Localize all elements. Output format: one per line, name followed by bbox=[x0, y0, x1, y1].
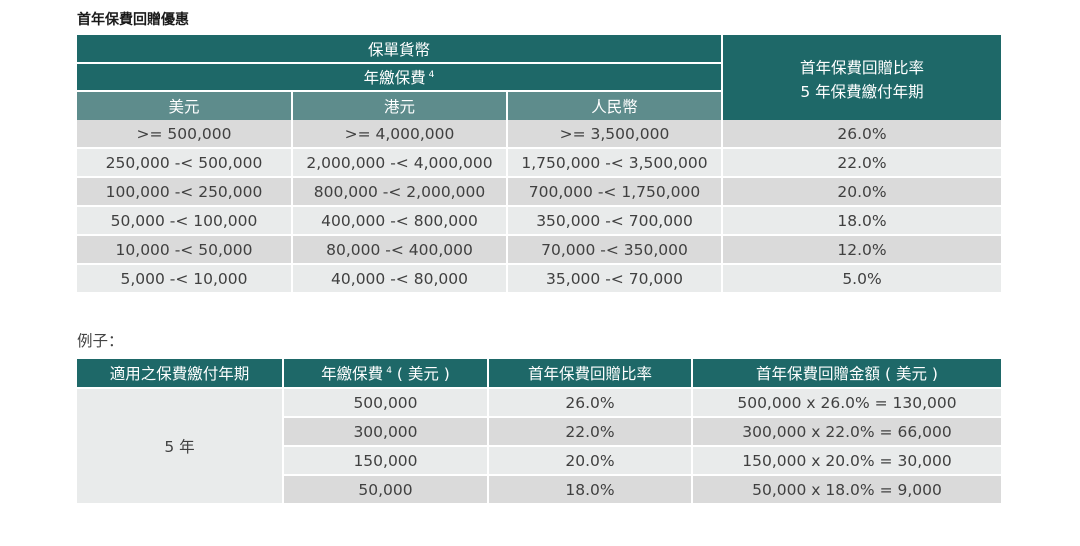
usd-range: >= 500,000 bbox=[77, 120, 293, 149]
rmb-range: 350,000 -< 700,000 bbox=[507, 206, 724, 236]
usd-range: 50,000 -< 100,000 bbox=[77, 206, 293, 236]
rebate-amount: 300,000 x 22.0% = 66,000 bbox=[692, 417, 1001, 447]
rebate-amount: 50,000 x 18.0% = 9,000 bbox=[692, 475, 1001, 505]
rebate-rate-header-line2: 5 年保費繳付年期 bbox=[800, 82, 924, 101]
rmb-range: 70,000 -< 350,000 bbox=[507, 235, 724, 265]
hkd-range: 80,000 -< 400,000 bbox=[292, 235, 508, 265]
rebate-rate: 26.0% bbox=[722, 120, 1002, 149]
usd-range: 5,000 -< 10,000 bbox=[77, 264, 293, 294]
rebate-rate: 20.0% bbox=[722, 177, 1002, 207]
annual-premium: 50,000 bbox=[283, 475, 489, 505]
table-row: 150,000 20.0% 150,000 x 20.0% = 30,000 bbox=[77, 446, 1001, 476]
hkd-range: >= 4,000,000 bbox=[292, 120, 508, 149]
table-row: 250,000 -< 500,000 2,000,000 -< 4,000,00… bbox=[77, 148, 1002, 178]
annual-premium: 300,000 bbox=[283, 417, 489, 447]
rebate-rate: 22.0% bbox=[722, 148, 1002, 178]
example-label: 例子： bbox=[77, 332, 124, 350]
hkd-range: 2,000,000 -< 4,000,000 bbox=[292, 148, 508, 178]
usd-range: 100,000 -< 250,000 bbox=[77, 177, 293, 207]
rebate-amount-header: 首年保費回贈金額 ( 美元 ) bbox=[692, 359, 1001, 389]
table-row: >= 500,000 >= 4,000,000 >= 3,500,000 26.… bbox=[77, 120, 1002, 149]
footnote-marker: 4 bbox=[428, 69, 435, 80]
rebate-rate: 20.0% bbox=[488, 446, 693, 476]
payment-period-header: 適用之保費繳付年期 bbox=[77, 359, 284, 389]
currency-header-usd: 美元 bbox=[77, 91, 293, 120]
currency-header-rmb: 人民幣 bbox=[507, 91, 724, 120]
rmb-range: 1,750,000 -< 3,500,000 bbox=[507, 148, 724, 178]
policy-currency-header: 保單貨幣 bbox=[77, 35, 723, 64]
rmb-range: 700,000 -< 1,750,000 bbox=[507, 177, 724, 207]
table-row: 100,000 -< 250,000 800,000 -< 2,000,000 … bbox=[77, 177, 1002, 207]
rebate-rate-header: 首年保費回贈比率 bbox=[488, 359, 693, 389]
example-table: 適用之保費繳付年期 年繳保費 4 ( 美元 ) 首年保費回贈比率 首年保費回贈金額… bbox=[77, 359, 1001, 505]
page-title: 首年保費回贈優惠 bbox=[77, 12, 189, 28]
usd-range: 10,000 -< 50,000 bbox=[77, 235, 293, 265]
rebate-amount: 500,000 x 26.0% = 130,000 bbox=[692, 388, 1001, 418]
annual-premium-usd-label: 年繳保費 bbox=[321, 365, 384, 383]
hkd-range: 800,000 -< 2,000,000 bbox=[292, 177, 508, 207]
rebate-rate: 5.0% bbox=[722, 264, 1002, 294]
usd-range: 250,000 -< 500,000 bbox=[77, 148, 293, 178]
rebate-rate-table: 保單貨幣 首年保費回贈比率 5 年保費繳付年期 年繳保費 4 美元 港元 人民幣 … bbox=[77, 35, 1002, 294]
annual-premium: 150,000 bbox=[283, 446, 489, 476]
table-row: 50,000 -< 100,000 400,000 -< 800,000 350… bbox=[77, 206, 1002, 236]
rmb-range: >= 3,500,000 bbox=[507, 120, 724, 149]
rebate-rate-header: 首年保費回贈比率 5 年保費繳付年期 bbox=[721, 35, 1002, 120]
table-row: 10,000 -< 50,000 80,000 -< 400,000 70,00… bbox=[77, 235, 1002, 265]
rmb-range: 35,000 -< 70,000 bbox=[507, 264, 724, 294]
annual-premium: 500,000 bbox=[283, 388, 489, 418]
rebate-rate: 26.0% bbox=[488, 388, 693, 418]
footnote-marker: 4 bbox=[386, 365, 392, 376]
table-row: 5,000 -< 10,000 40,000 -< 80,000 35,000 … bbox=[77, 264, 1002, 294]
rebate-rate-header-line1: 首年保費回贈比率 bbox=[800, 58, 925, 77]
rebate-amount: 150,000 x 20.0% = 30,000 bbox=[692, 446, 1001, 476]
currency-header-hkd: 港元 bbox=[292, 91, 508, 120]
hkd-range: 40,000 -< 80,000 bbox=[292, 264, 508, 294]
rebate-rate: 18.0% bbox=[488, 475, 693, 505]
annual-premium-usd-header: 年繳保費 4 ( 美元 ) bbox=[283, 359, 489, 389]
rebate-rate: 12.0% bbox=[722, 235, 1002, 265]
annual-premium-usd-suffix: ( 美元 ) bbox=[396, 365, 450, 383]
annual-premium-header: 年繳保費 4 bbox=[77, 63, 723, 92]
hkd-range: 400,000 -< 800,000 bbox=[292, 206, 508, 236]
annual-premium-label: 年繳保費 bbox=[363, 69, 426, 87]
payment-period-cell: 5 年 bbox=[77, 388, 284, 505]
table-row: 5 年 500,000 26.0% 500,000 x 26.0% = 130,… bbox=[77, 388, 1001, 505]
table-row: 50,000 18.0% 50,000 x 18.0% = 9,000 bbox=[77, 475, 1001, 505]
table-row: 300,000 22.0% 300,000 x 22.0% = 66,000 bbox=[77, 417, 1001, 447]
rebate-rate: 22.0% bbox=[488, 417, 693, 447]
rebate-rate: 18.0% bbox=[722, 206, 1002, 236]
